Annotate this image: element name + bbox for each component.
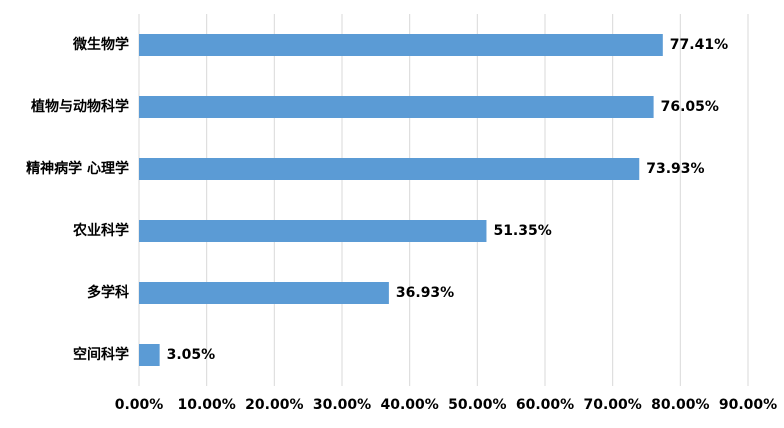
bar	[139, 34, 663, 56]
value-label: 73.93%	[646, 161, 704, 177]
x-tick-label: 50.00%	[448, 397, 506, 413]
bar	[139, 158, 640, 180]
x-tick-label: 80.00%	[651, 397, 709, 413]
bar	[139, 96, 654, 118]
x-tick-label: 60.00%	[516, 397, 574, 413]
value-label: 51.35%	[493, 223, 551, 239]
y-tick-label: 精神病学 心理学	[26, 160, 129, 177]
y-tick-label: 空间科学	[73, 346, 129, 363]
x-tick-label: 10.00%	[178, 397, 236, 413]
x-tick-label: 90.00%	[719, 397, 777, 413]
x-tick-label: 70.00%	[584, 397, 642, 413]
value-label: 77.41%	[670, 37, 728, 53]
x-tick-label: 0.00%	[115, 397, 164, 413]
y-tick-label: 农业科学	[72, 222, 129, 239]
value-label: 36.93%	[396, 285, 454, 301]
y-tick-label: 微生物学	[72, 36, 129, 53]
y-tick-label: 植物与动物科学	[30, 98, 129, 115]
y-tick-label: 多学科	[87, 284, 129, 301]
value-label: 76.05%	[661, 99, 719, 115]
x-tick-label: 20.00%	[245, 397, 303, 413]
x-tick-label: 30.00%	[313, 397, 371, 413]
x-tick-label: 40.00%	[381, 397, 439, 413]
value-label: 3.05%	[167, 347, 216, 363]
bar	[139, 282, 389, 304]
bar	[139, 220, 487, 242]
bar	[139, 344, 160, 366]
